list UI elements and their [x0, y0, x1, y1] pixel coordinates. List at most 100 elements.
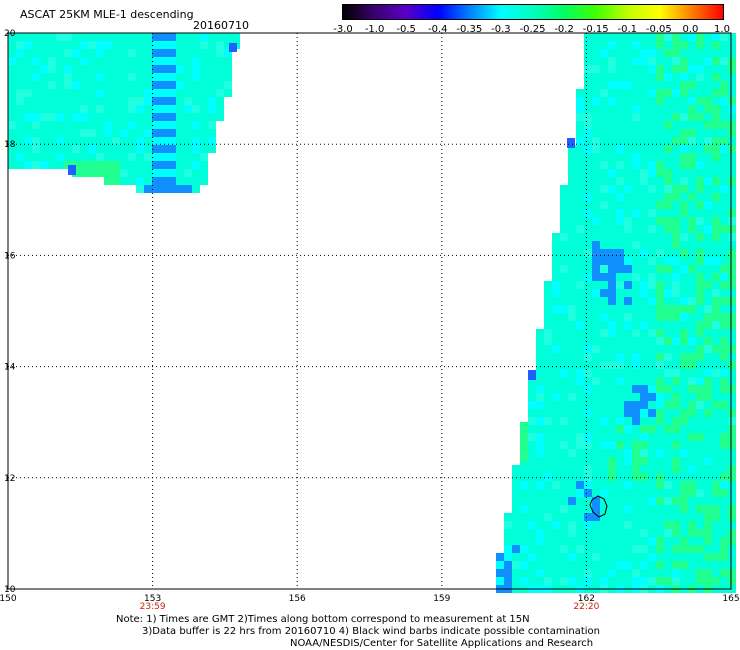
swath-cell	[584, 97, 592, 105]
swath-cell	[24, 49, 32, 57]
swath-cell	[640, 577, 648, 585]
swath-cell	[568, 273, 576, 281]
swath-cell	[688, 553, 696, 561]
swath-cell	[664, 449, 672, 457]
swath-cell	[688, 481, 696, 489]
swath-cell	[200, 129, 208, 137]
swath-cell	[648, 281, 656, 289]
swath-cell	[48, 113, 56, 121]
swath-cell	[8, 41, 16, 49]
swath-cell	[616, 193, 624, 201]
swath-cell	[560, 241, 568, 249]
swath-cell	[576, 169, 584, 177]
swath-cell	[40, 73, 48, 81]
swath-cell	[216, 41, 224, 49]
swath-cell	[496, 577, 504, 585]
swath-cell	[696, 521, 704, 529]
swath-cell	[648, 377, 656, 385]
swath-cell	[16, 121, 24, 129]
swath-cell	[664, 385, 672, 393]
swath-cell	[8, 97, 16, 105]
swath-cell	[608, 241, 616, 249]
swath-cell	[584, 481, 592, 489]
swath-cell	[536, 497, 544, 505]
swath-cell	[184, 89, 192, 97]
swath-cell	[32, 97, 40, 105]
swath-cell	[616, 41, 624, 49]
swath-cell	[688, 217, 696, 225]
swath-cell	[80, 161, 88, 169]
swath-cell	[664, 353, 672, 361]
swath-cell	[568, 225, 576, 233]
swath-cell	[496, 553, 504, 561]
swath-cell	[664, 521, 672, 529]
swath-cell	[704, 513, 712, 521]
swath-cell	[192, 57, 200, 65]
swath-cell	[688, 313, 696, 321]
swath-cell	[136, 153, 144, 161]
swath-cell	[656, 57, 664, 65]
swath-cell	[656, 553, 664, 561]
swath-cell	[664, 265, 672, 273]
swath-cell	[592, 57, 600, 65]
swath-cell	[560, 545, 568, 553]
swath-cell	[568, 417, 576, 425]
swath-cell	[608, 137, 616, 145]
swath-cell	[616, 505, 624, 513]
swath-cell	[104, 121, 112, 129]
swath-cell	[640, 417, 648, 425]
swath-cell	[624, 329, 632, 337]
swath-cell	[728, 137, 736, 145]
swath-cell	[560, 529, 568, 537]
swath-cell	[584, 225, 592, 233]
swath-cell	[672, 345, 680, 353]
swath-cell	[720, 89, 728, 97]
swath-cell	[648, 385, 656, 393]
swath-cell	[616, 209, 624, 217]
swath-cell	[536, 537, 544, 545]
swath-cell	[712, 297, 720, 305]
swath-cell	[616, 273, 624, 281]
swath-cell	[664, 129, 672, 137]
swath-cell	[696, 137, 704, 145]
swath-cell	[40, 137, 48, 145]
swath-cell	[704, 385, 712, 393]
swath-cell	[576, 177, 584, 185]
swath-cell	[728, 489, 736, 497]
swath-cell	[600, 89, 608, 97]
swath-cell	[720, 353, 728, 361]
swath-cell	[688, 505, 696, 513]
swath-cell	[696, 409, 704, 417]
swath-cell	[664, 89, 672, 97]
swath-cell	[640, 409, 648, 417]
swath-cell	[696, 313, 704, 321]
swath-cell	[680, 97, 688, 105]
swath-cell	[528, 553, 536, 561]
swath-cell	[616, 249, 624, 257]
swath-cell	[704, 425, 712, 433]
swath-cell	[704, 113, 712, 121]
swath-cell	[136, 129, 144, 137]
swath-cell	[104, 145, 112, 153]
swath-cell	[528, 449, 536, 457]
swath-cell	[600, 489, 608, 497]
swath-cell	[96, 161, 104, 169]
swath-cell	[528, 425, 536, 433]
swath-cell	[528, 401, 536, 409]
swath-cell	[584, 209, 592, 217]
swath-cell	[584, 393, 592, 401]
swath-cell	[536, 409, 544, 417]
swath-cell	[616, 473, 624, 481]
swath-cell	[88, 49, 96, 57]
swath-cell	[680, 369, 688, 377]
swath-cell	[640, 505, 648, 513]
lon-tick-label: 150	[0, 594, 17, 604]
swath-cell	[704, 393, 712, 401]
pass-time-label: 22:20	[573, 602, 599, 610]
swath-cell	[600, 241, 608, 249]
swath-cell	[536, 433, 544, 441]
swath-cell	[704, 273, 712, 281]
swath-cell	[584, 105, 592, 113]
swath-cell	[672, 121, 680, 129]
swath-cell	[656, 177, 664, 185]
